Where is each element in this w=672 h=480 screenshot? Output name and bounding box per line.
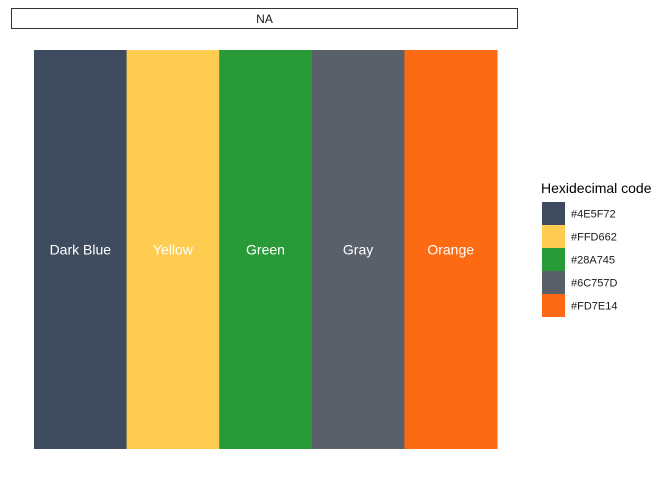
facet-strip-label: NA	[11, 8, 518, 29]
swatch-bar-dark-blue	[34, 50, 128, 449]
swatch-bar-green	[219, 50, 313, 449]
swatch-bar-orange	[404, 50, 498, 449]
legend-label: #4E5F72	[571, 209, 616, 221]
legend-label: #6C757D	[571, 278, 618, 290]
legend-key	[542, 225, 565, 248]
legend-label: #FFD662	[571, 232, 617, 244]
legend-title: Hexidecimal code	[541, 180, 652, 196]
swatch-label: Orange	[427, 242, 474, 258]
legend-label: #FD7E14	[571, 301, 617, 313]
swatch-label: Dark Blue	[50, 242, 112, 258]
swatch-bar-yellow	[126, 50, 220, 449]
swatch-label: Gray	[343, 242, 373, 258]
swatch-label: Yellow	[153, 242, 194, 258]
legend: Hexidecimal code #4E5F72 #FFD662 #28A745 #6…	[541, 180, 652, 317]
legend-key	[542, 248, 565, 271]
legend-label: #28A745	[571, 255, 615, 267]
legend-key	[542, 294, 565, 317]
swatch-label: Green	[246, 242, 285, 258]
legend-key	[542, 202, 565, 225]
swatch-bar-gray	[311, 50, 405, 449]
bars-group: Dark Blue Yellow Green Gray Orange	[34, 50, 498, 449]
legend-key	[542, 271, 565, 294]
